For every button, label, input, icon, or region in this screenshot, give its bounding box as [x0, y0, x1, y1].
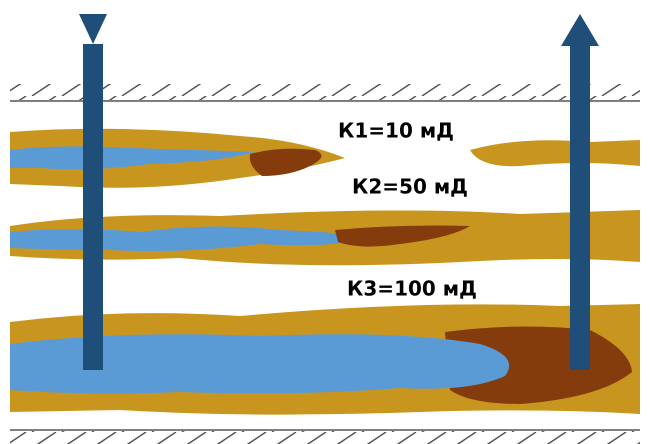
bottom-hatch — [10, 431, 640, 444]
injection-arrow — [79, 14, 107, 44]
layer-1-sand-right — [470, 140, 640, 166]
production-well — [570, 44, 590, 370]
layer-3-label: К3=100 мД — [347, 277, 477, 301]
layer-1-label: К1=10 мД — [338, 119, 454, 143]
injection-well — [83, 44, 103, 370]
production-arrow — [561, 14, 599, 46]
layer-1-oil — [250, 149, 322, 176]
top-hatch — [10, 84, 640, 100]
layer-2-label: К2=50 мД — [352, 175, 468, 199]
reservoir-diagram: К1=10 мД К2=50 мД К3=100 мД — [0, 0, 650, 444]
